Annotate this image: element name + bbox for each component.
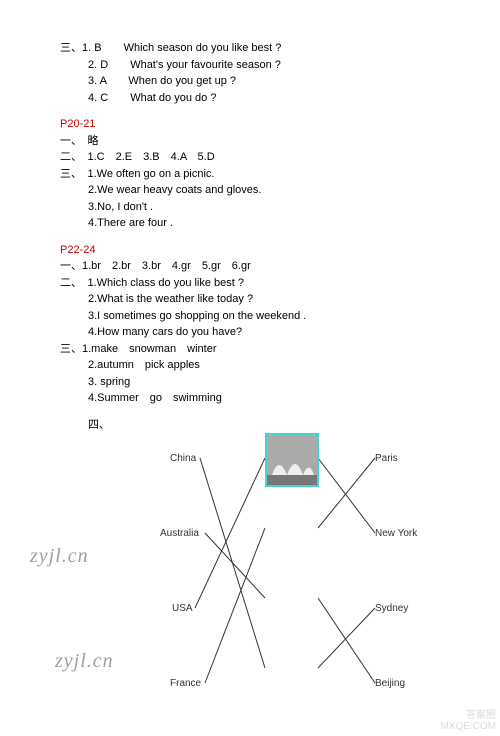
p20-line3-3: 3.No, I don't . <box>60 199 440 216</box>
document-body: 三、1. B Which season do you like best ? 2… <box>0 0 500 733</box>
header-p20: P20-21 <box>60 116 440 133</box>
p20-line2: 二、 1.C 2.E 3.B 4.A 5.D <box>60 149 440 166</box>
q: What's your favourite season ? <box>130 59 281 71</box>
p22-four: 四、 <box>60 417 440 434</box>
header-p22: P22-24 <box>60 242 440 259</box>
p22-line2-1: 二、 1.Which class do you like best ? <box>60 275 440 292</box>
right-label-paris: Paris <box>375 453 398 464</box>
left-label-china: China <box>170 453 196 464</box>
q: When do you get up ? <box>128 75 236 87</box>
p20-line3-4: 4.There are four . <box>60 215 440 232</box>
p22-line1: 一、1.br 2.br 3.br 4.gr 5.gr 6.gr <box>60 258 440 275</box>
right-label-sydney: Sydney <box>375 603 408 614</box>
right-label-beijing: Beijing <box>375 678 405 689</box>
q: Which season do you like best ? <box>124 42 282 54</box>
text: 1.Which class do you like best ? <box>88 277 245 289</box>
matching-diagram: China Australia USA France Paris New Yor… <box>100 433 480 723</box>
text: 1.We often go on a picnic. <box>88 168 215 180</box>
p20-line3-1: 三、 1.We often go on a picnic. <box>60 166 440 183</box>
left-label-australia: Australia <box>160 528 199 539</box>
p22-line2-3: 3.I sometimes go shopping on the weekend… <box>60 308 440 325</box>
corner-line2: MXQE.COM <box>440 721 496 732</box>
section-three-prefix: 三、 <box>60 42 82 54</box>
p20-line1: 一、 略 <box>60 133 440 150</box>
p22-line3-1: 三、1.make snowman winter <box>60 341 440 358</box>
watermark-1: zyjl.cn <box>30 545 89 568</box>
p20-line3-2: 2.We wear heavy coats and gloves. <box>60 182 440 199</box>
p22-line3-4: 4.Summer go swimming <box>60 390 440 407</box>
section-three-row-2: 2. D What's your favourite season ? <box>60 57 440 74</box>
right-label-newyork: New York <box>375 528 417 539</box>
p20-three-prefix: 三、 <box>60 168 77 180</box>
p22-three-prefix: 三、 <box>60 343 82 355</box>
q: What do you do ? <box>130 92 216 104</box>
p22-line2-4: 4.How many cars do you have? <box>60 324 440 341</box>
section-three-row-1: 三、1. B Which season do you like best ? <box>60 40 440 57</box>
p22-line3-2: 2.autumn pick apples <box>60 357 440 374</box>
watermark-2: zyjl.cn <box>55 650 114 673</box>
p22-two-prefix: 二、 <box>60 277 77 289</box>
num: 4. C <box>88 92 108 104</box>
text: 1.make snowman winter <box>82 343 217 355</box>
num: 2. D <box>88 59 108 71</box>
section-three-row-4: 4. C What do you do ? <box>60 90 440 107</box>
image-sydney-opera <box>265 433 319 487</box>
left-label-france: France <box>170 678 201 689</box>
corner-watermark: 答案圈 MXQE.COM <box>440 710 496 732</box>
p22-line3-3: 3. spring <box>60 374 440 391</box>
section-three-row-3: 3. A When do you get up ? <box>60 73 440 90</box>
left-label-usa: USA <box>172 603 193 614</box>
num: 3. A <box>88 75 106 87</box>
p22-line2-2: 2.What is the weather like today ? <box>60 291 440 308</box>
num: 1. B <box>82 42 102 54</box>
corner-line1: 答案圈 <box>440 710 496 721</box>
